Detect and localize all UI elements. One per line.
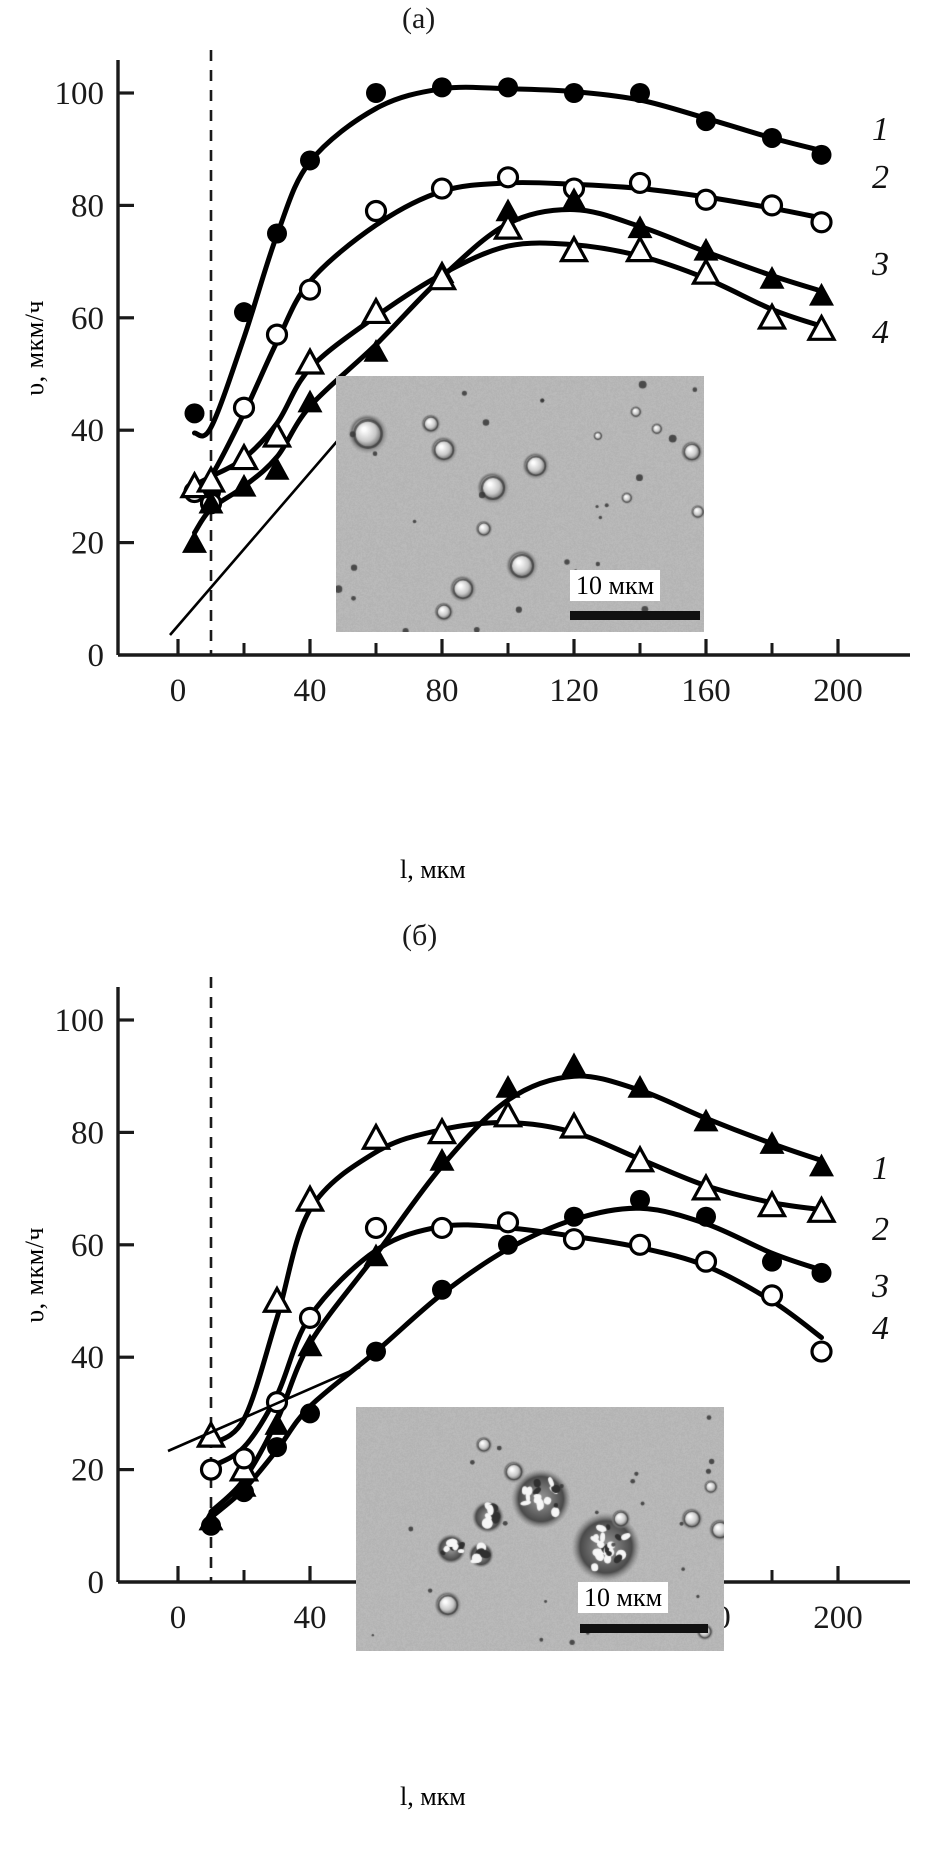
y-tick-label: 80 xyxy=(71,1115,104,1151)
data-point-filled-circle xyxy=(762,1252,782,1272)
panel-b-scalebar-line xyxy=(580,1624,708,1633)
data-point-open-circle xyxy=(697,1252,716,1271)
data-point-filled-circle xyxy=(564,1207,584,1227)
data-point-filled-triangle xyxy=(298,390,323,413)
x-tick-label: 0 xyxy=(170,1600,187,1636)
data-point-open-circle xyxy=(433,1218,452,1237)
panel-a-scalebar-line xyxy=(570,611,700,620)
data-point-filled-circle xyxy=(630,83,650,103)
data-point-open-triangle xyxy=(562,1114,587,1137)
curve-label-3: 3 xyxy=(871,1268,889,1305)
data-point-open-circle xyxy=(499,1213,518,1232)
data-point-open-circle xyxy=(812,1342,831,1361)
data-point-open-triangle xyxy=(628,1148,653,1171)
data-point-filled-circle xyxy=(234,1482,254,1502)
data-point-open-circle xyxy=(499,168,518,187)
data-point-filled-circle xyxy=(267,224,287,244)
curve-label-4: 4 xyxy=(872,314,889,351)
chart-panel-a: (a) υ, мкм/ч l, мкм 0 20 40 60 80 100 0 40 80 120… xyxy=(0,0,926,927)
data-point-open-triangle xyxy=(364,1126,389,1149)
data-point-filled-triangle xyxy=(496,1075,521,1098)
data-point-open-circle xyxy=(367,1218,386,1237)
data-point-filled-circle xyxy=(432,77,452,97)
data-point-filled-circle xyxy=(432,1280,452,1300)
x-tick-label: 200 xyxy=(813,673,863,709)
data-point-open-circle xyxy=(268,325,287,344)
x-tick-label: 40 xyxy=(294,673,327,709)
x-tick-label: 120 xyxy=(549,673,599,709)
data-point-open-circle xyxy=(202,1460,221,1479)
data-point-open-circle xyxy=(433,179,452,198)
data-point-open-circle xyxy=(697,190,716,209)
data-point-open-triangle xyxy=(694,260,719,283)
data-point-open-triangle xyxy=(562,238,587,261)
data-point-open-triangle xyxy=(760,305,785,328)
y-tick-label: 20 xyxy=(71,526,104,562)
data-point-filled-circle xyxy=(267,1437,287,1457)
curve-label-3: 3 xyxy=(871,246,889,283)
fit-curve-2 xyxy=(211,1123,822,1445)
data-point-open-circle xyxy=(367,202,386,221)
y-tick-label: 60 xyxy=(71,301,104,337)
data-point-open-circle xyxy=(235,398,254,417)
data-point-filled-circle xyxy=(185,403,205,423)
data-point-filled-circle xyxy=(366,1342,386,1362)
data-point-filled-triangle xyxy=(182,530,207,553)
curve-label-1: 1 xyxy=(872,1150,889,1187)
data-point-filled-circle xyxy=(812,145,832,165)
data-point-open-circle xyxy=(565,1230,584,1249)
data-point-filled-circle xyxy=(300,150,320,170)
data-point-open-circle xyxy=(301,280,320,299)
data-point-open-circle xyxy=(301,1308,320,1327)
x-tick-label: 160 xyxy=(681,673,731,709)
data-point-filled-circle xyxy=(812,1263,832,1283)
y-tick-label: 100 xyxy=(55,1003,105,1039)
y-tick-label: 40 xyxy=(71,413,104,449)
x-tick-label: 80 xyxy=(426,673,459,709)
data-point-filled-circle xyxy=(696,111,716,131)
y-tick-label: 0 xyxy=(88,1565,105,1601)
data-point-open-circle xyxy=(812,213,831,232)
data-point-open-circle xyxy=(763,1286,782,1305)
inset-leader-line xyxy=(168,1367,360,1451)
data-point-filled-circle xyxy=(300,1403,320,1423)
y-tick-label: 80 xyxy=(71,188,104,224)
data-point-filled-circle xyxy=(564,83,584,103)
curve-label-2: 2 xyxy=(872,1211,889,1248)
curve-label-4: 4 xyxy=(872,1310,889,1347)
y-tick-label: 60 xyxy=(71,1228,104,1264)
panel-a-scalebar-label: 10 мкм xyxy=(570,570,660,601)
y-tick-label: 20 xyxy=(71,1453,104,1489)
y-tick-label: 40 xyxy=(71,1340,104,1376)
data-point-open-triangle xyxy=(628,238,653,261)
panel-b-inset-micrograph xyxy=(356,1407,724,1651)
y-tick-label: 0 xyxy=(88,638,105,674)
data-point-open-circle xyxy=(763,196,782,215)
data-point-filled-circle xyxy=(498,77,518,97)
x-tick-label: 200 xyxy=(813,1600,863,1636)
data-point-open-triangle xyxy=(809,317,834,340)
data-point-open-circle xyxy=(631,173,650,192)
data-point-open-circle xyxy=(235,1449,254,1468)
data-point-open-circle xyxy=(631,1235,650,1254)
data-point-filled-circle xyxy=(234,302,254,322)
data-point-filled-circle xyxy=(498,1235,518,1255)
data-point-filled-circle xyxy=(366,83,386,103)
y-tick-label: 100 xyxy=(55,76,105,112)
panel-b-scalebar-label: 10 мкм xyxy=(578,1582,668,1613)
chart-panel-b: (б) υ, мкм/ч l, мкм 02040608010004080120… xyxy=(0,927,926,1854)
data-point-filled-circle xyxy=(201,1516,221,1536)
data-point-filled-triangle xyxy=(562,1052,587,1075)
data-point-filled-circle xyxy=(696,1207,716,1227)
panel-b-plot-area: 020406080100040801201602001234 xyxy=(0,927,926,1854)
x-tick-label: 40 xyxy=(294,1600,327,1636)
x-tick-label: 0 xyxy=(170,673,187,709)
curve-label-2: 2 xyxy=(872,159,889,196)
data-point-filled-circle xyxy=(762,128,782,148)
curve-label-1: 1 xyxy=(872,111,889,148)
data-point-filled-circle xyxy=(630,1190,650,1210)
